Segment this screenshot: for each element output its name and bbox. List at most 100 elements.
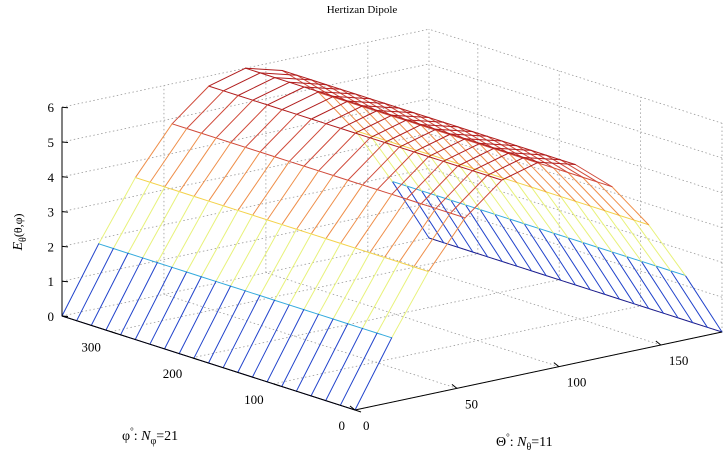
surface-segment: [552, 167, 591, 207]
surface-segment: [398, 107, 415, 114]
surface-segment: [465, 204, 481, 211]
surface-segment: [244, 290, 261, 297]
surface-segment: [325, 123, 342, 129]
surface-segment: [376, 332, 393, 339]
grid-line-z: [428, 63, 723, 159]
surface-segment: [362, 105, 400, 109]
z-tick-label: 0: [48, 309, 55, 324]
surface-segment: [582, 242, 620, 300]
surface-segment: [472, 167, 510, 220]
surface-segment: [105, 257, 144, 331]
surface-segment: [178, 191, 195, 197]
surface-segment: [354, 132, 371, 139]
surface-segment: [501, 140, 518, 147]
surface-segment: [530, 186, 547, 193]
surface-segment: [589, 289, 606, 295]
surface-segment: [369, 98, 386, 104]
surface-segment: [545, 154, 562, 161]
surface-segment: [523, 157, 539, 163]
surface-segment: [472, 170, 488, 176]
surface-segment: [325, 105, 364, 125]
surface-segment: [494, 148, 532, 188]
surface-segment: [574, 163, 613, 188]
surface-segment: [435, 129, 452, 136]
surface-segment: [274, 118, 312, 158]
grid-line-z: [428, 202, 723, 298]
surface-segment: [626, 256, 642, 262]
surface-segment: [362, 184, 378, 191]
surface-segment: [545, 275, 562, 281]
surface-segment: [369, 137, 386, 143]
surface-segment: [347, 141, 386, 181]
surface-segment: [200, 132, 217, 139]
surface-segment: [303, 86, 320, 93]
surface-segment: [288, 123, 327, 162]
surface-segment: [413, 112, 430, 118]
surface-segment: [369, 134, 408, 187]
surface-segment: [406, 119, 444, 123]
surface-segment: [259, 72, 298, 76]
surface-segment: [574, 200, 591, 207]
surface-segment: [618, 214, 657, 267]
surface-segment: [494, 213, 510, 220]
grid-line-z: [428, 168, 723, 263]
surface-segment: [244, 109, 283, 148]
grid-line-z: [61, 202, 430, 282]
surface-segment: [648, 308, 664, 314]
surface-segment: [523, 157, 562, 198]
grid-line-z: [428, 98, 723, 194]
surface-segment: [604, 210, 620, 216]
surface-segment: [296, 113, 312, 120]
surface-segment: [494, 148, 510, 155]
surface-segment: [208, 85, 224, 92]
surface-segment: [127, 252, 144, 259]
surface-segment: [582, 176, 620, 216]
surface-segment: [684, 274, 723, 333]
surface-segment: [531, 270, 547, 277]
surface-segment: [538, 162, 554, 169]
surface-segment: [274, 77, 312, 81]
surface-segment: [420, 124, 459, 128]
surface-segment: [516, 145, 532, 151]
surface-segment: [618, 298, 635, 305]
surface-segment: [391, 114, 408, 121]
theta-tick-label: 50: [465, 396, 478, 411]
surface-segment: [274, 77, 290, 83]
surface-segment: [244, 146, 261, 153]
surface-segment: [354, 247, 371, 254]
surface-segment: [178, 280, 217, 355]
surface-segment: [574, 200, 613, 253]
surface-segment: [245, 67, 261, 74]
surface-segment: [509, 218, 525, 225]
surface-segment: [457, 165, 473, 172]
surface-segment: [295, 318, 334, 392]
surface-segment: [361, 327, 378, 334]
surface-segment: [251, 304, 290, 378]
surface-segment: [347, 101, 364, 108]
surface-segment: [670, 270, 686, 276]
surface-segment: [596, 181, 613, 188]
surface-segment: [383, 256, 400, 263]
surface-segment: [457, 163, 496, 215]
surface-segment: [354, 114, 393, 134]
surface-segment: [274, 233, 312, 301]
surface-segment: [288, 160, 305, 167]
surface-segment: [303, 242, 341, 311]
surface-segment: [494, 213, 533, 272]
z-tick: [61, 141, 69, 143]
surface-segment: [670, 270, 708, 328]
surface-segment: [252, 81, 290, 101]
surface-segment: [435, 207, 451, 214]
surface-segment: [245, 67, 283, 71]
surface-segment: [662, 312, 679, 319]
surface-segment: [413, 133, 452, 153]
surface-segment: [347, 100, 386, 104]
surface-segment: [464, 138, 503, 142]
surface-segment: [501, 177, 540, 229]
surface-segment: [589, 205, 628, 258]
surface-segment: [538, 227, 554, 234]
surface-segment: [479, 209, 496, 215]
grid-line-theta: [265, 272, 560, 368]
theta-axis-line: [354, 331, 723, 411]
surface-segment: [538, 161, 576, 165]
